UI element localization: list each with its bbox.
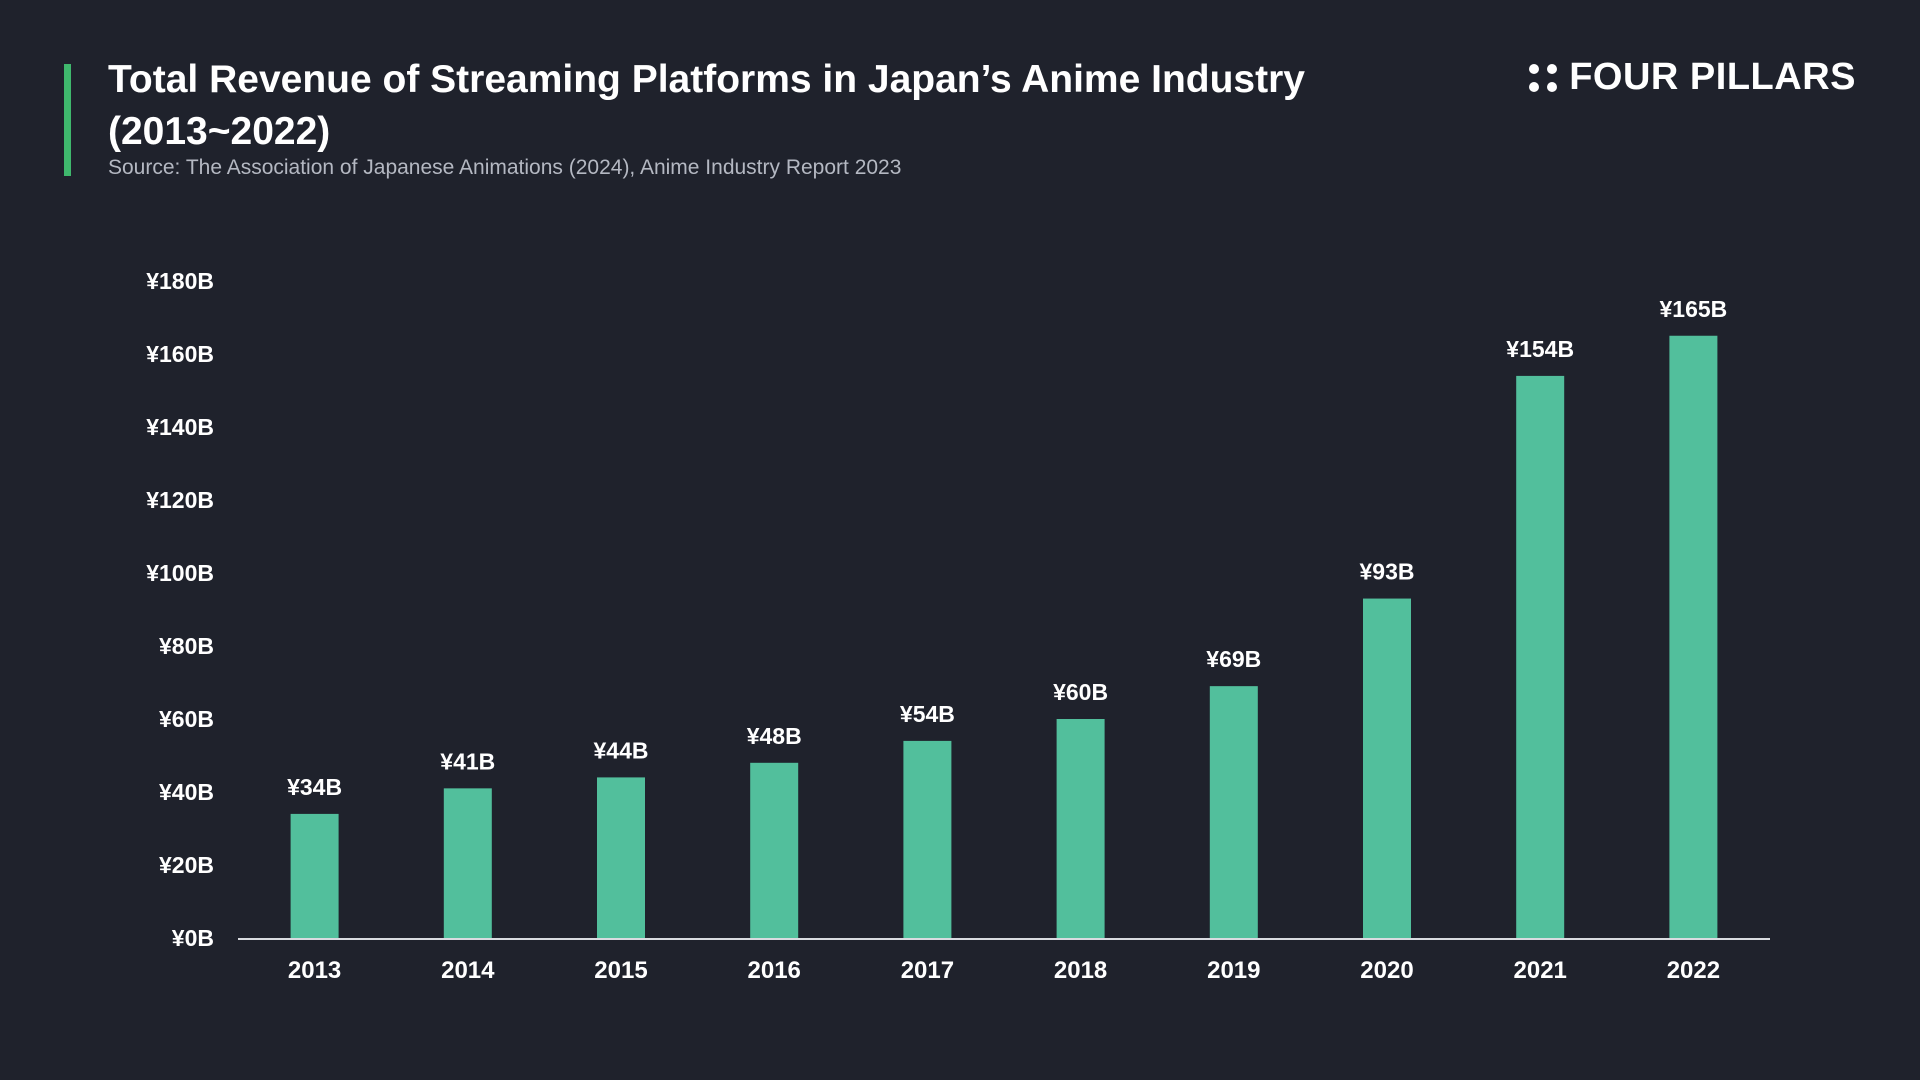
chart-title: Total Revenue of Streaming Platforms in … xyxy=(108,58,1305,153)
y-tick-label: ¥100B xyxy=(146,560,214,586)
bar xyxy=(903,740,952,938)
x-tick-label: 2015 xyxy=(594,957,647,984)
bar xyxy=(290,813,339,938)
x-tick-label: 2021 xyxy=(1514,957,1567,984)
y-tick-label: ¥40B xyxy=(159,779,214,805)
data-label: ¥54B xyxy=(900,701,955,727)
x-tick-label: 2018 xyxy=(1054,957,1107,984)
bar xyxy=(1056,719,1105,938)
y-tick-label: ¥160B xyxy=(146,341,214,367)
x-tick-label: 2020 xyxy=(1360,957,1413,984)
y-tick-label: ¥60B xyxy=(159,706,214,732)
data-label: ¥69B xyxy=(1206,646,1261,672)
brand-logo: FOUR PILLARS xyxy=(1529,56,1856,99)
data-label: ¥41B xyxy=(440,748,495,774)
four-dots-icon xyxy=(1529,63,1558,92)
bar xyxy=(597,777,645,938)
x-tick-label: 2016 xyxy=(748,957,801,984)
x-tick-label: 2017 xyxy=(901,957,954,984)
x-tick-label: 2014 xyxy=(441,957,495,984)
data-label: ¥48B xyxy=(747,723,802,749)
bar xyxy=(750,762,799,938)
data-label: ¥60B xyxy=(1053,679,1108,705)
bar xyxy=(443,788,492,938)
y-tick-label: ¥180B xyxy=(146,268,214,294)
data-label: ¥93B xyxy=(1360,559,1415,585)
y-tick-label: ¥80B xyxy=(159,633,214,659)
x-tick-label: 2022 xyxy=(1667,957,1720,984)
y-tick-label: ¥120B xyxy=(146,487,214,513)
x-tick-label: 2019 xyxy=(1207,957,1260,984)
data-label: ¥44B xyxy=(594,737,649,763)
y-tick-label: ¥0B xyxy=(172,925,214,951)
data-label: ¥165B xyxy=(1660,296,1728,322)
bar xyxy=(1209,686,1258,938)
brand-name: FOUR PILLARS xyxy=(1569,56,1856,98)
data-label: ¥154B xyxy=(1506,336,1574,362)
bar xyxy=(1516,375,1565,938)
data-label: ¥34B xyxy=(287,774,342,800)
y-tick-label: ¥20B xyxy=(159,852,214,878)
title-accent-bar xyxy=(64,64,71,176)
bar xyxy=(1669,335,1718,938)
x-tick-label: 2013 xyxy=(288,957,341,984)
bar xyxy=(1363,598,1411,938)
y-tick-label: ¥140B xyxy=(146,414,214,440)
chart-source: Source: The Association of Japanese Anim… xyxy=(108,156,902,179)
